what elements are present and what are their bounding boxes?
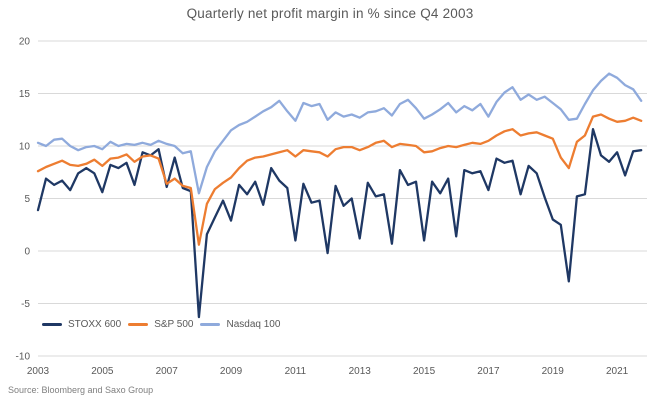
- x-axis-label-2013: 2013: [349, 366, 372, 377]
- x-axis-label-2005: 2005: [91, 366, 114, 377]
- legend-item-stoxx-600: STOXX 600: [42, 319, 121, 330]
- y-axis-label-5: 5: [24, 194, 30, 205]
- y-axis-label-0: 0: [24, 247, 30, 258]
- series-line-s-p-500: [36, 113, 643, 246]
- series-line-nasdaq-100: [36, 72, 643, 195]
- y-axis-label-10: 10: [19, 142, 31, 153]
- y-axis-label-20: 20: [19, 37, 31, 48]
- x-axis-label-2007: 2007: [156, 366, 179, 377]
- nasdaq-100-line-swatch-icon: [200, 323, 221, 326]
- x-axis-label-2019: 2019: [542, 366, 565, 377]
- y-axis-label--10: -10: [16, 352, 31, 363]
- x-axis-label-2011: 2011: [285, 366, 307, 377]
- legend-item-nasdaq-100: Nasdaq 100: [200, 319, 280, 330]
- series-line-stoxx-600: [36, 128, 643, 319]
- source-note: Source: Bloomberg and Saxo Group: [8, 385, 154, 395]
- legend: STOXX 600 S&P 500 Nasdaq 100: [42, 319, 287, 330]
- legend-label-stoxx-600: STOXX 600: [68, 319, 122, 330]
- sp-500-line-swatch-icon: [128, 323, 149, 326]
- legend-label-nasdaq-100: Nasdaq 100: [226, 319, 281, 330]
- chart-title: Quarterly net profit margin in % since Q…: [186, 6, 474, 21]
- stoxx-600-line-swatch-icon: [42, 323, 62, 326]
- x-axis-label-2021: 2021: [606, 366, 629, 377]
- x-axis-label-2009: 2009: [220, 366, 243, 377]
- x-axis-label-2003: 2003: [27, 366, 50, 377]
- y-axis-label--5: -5: [21, 299, 30, 310]
- x-axis-label-2017: 2017: [477, 366, 500, 377]
- x-axis-label-2015: 2015: [413, 366, 436, 377]
- legend-item-sp-500: S&P 500: [128, 319, 193, 330]
- legend-label-sp-500: S&P 500: [154, 319, 194, 330]
- y-axis-label-15: 15: [19, 89, 31, 100]
